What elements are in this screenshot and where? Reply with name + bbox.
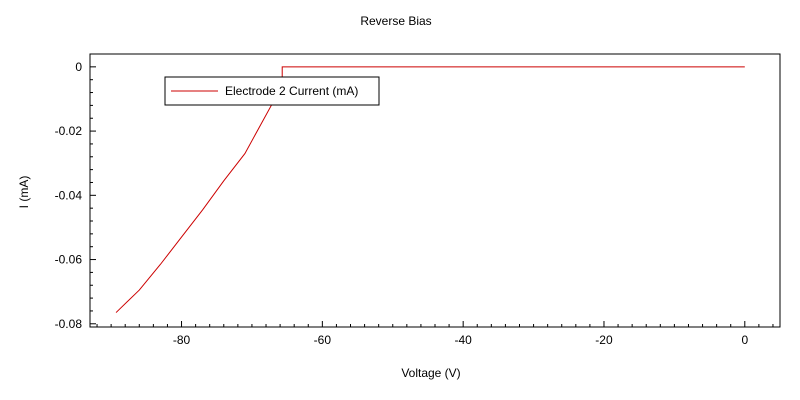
y-axis-label: I (mA) xyxy=(17,176,31,209)
x-axis-label: Voltage (V) xyxy=(401,366,460,380)
x-tick-label: -20 xyxy=(595,333,613,347)
x-axis-ticks: -80 -60 -40 -20 0 xyxy=(96,321,774,347)
x-tick-label: 0 xyxy=(741,333,748,347)
chart-title: Reverse Bias xyxy=(360,14,431,28)
y-tick-label: -0.02 xyxy=(55,124,83,138)
legend-entry-label: Electrode 2 Current (mA) xyxy=(225,84,358,98)
y-tick-label: -0.06 xyxy=(55,253,83,267)
y-tick-label: -0.08 xyxy=(55,317,83,331)
y-tick-label: 0 xyxy=(75,60,82,74)
legend: Electrode 2 Current (mA) xyxy=(164,76,380,106)
y-axis-ticks: 0 -0.02 -0.04 -0.06 -0.08 xyxy=(55,53,96,331)
x-tick-label: -80 xyxy=(173,333,191,347)
y-tick-label: -0.04 xyxy=(55,188,83,202)
x-tick-label: -40 xyxy=(454,333,472,347)
x-tick-label: -60 xyxy=(314,333,332,347)
